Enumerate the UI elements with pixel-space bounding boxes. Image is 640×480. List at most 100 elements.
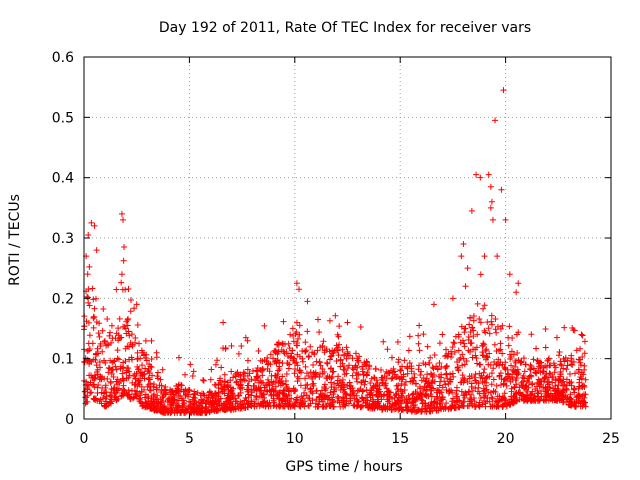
data-point bbox=[248, 403, 255, 410]
data-point bbox=[420, 331, 427, 338]
data-point bbox=[198, 404, 205, 411]
data-point bbox=[133, 301, 140, 308]
data-point bbox=[498, 186, 505, 193]
data-point bbox=[181, 388, 188, 395]
data-point bbox=[336, 323, 343, 330]
data-point bbox=[89, 285, 96, 292]
data-point bbox=[334, 397, 341, 404]
data-point bbox=[177, 408, 184, 415]
data-point bbox=[353, 403, 360, 410]
data-point bbox=[135, 378, 142, 385]
data-point bbox=[568, 379, 575, 386]
data-point bbox=[553, 387, 560, 394]
data-point bbox=[577, 359, 584, 366]
data-point bbox=[465, 334, 472, 341]
data-point bbox=[115, 356, 122, 363]
data-point bbox=[510, 394, 517, 401]
data-point bbox=[108, 339, 115, 346]
data-point bbox=[386, 370, 393, 377]
data-point bbox=[333, 346, 340, 353]
data-point bbox=[515, 357, 522, 364]
data-point bbox=[343, 344, 350, 351]
data-point bbox=[427, 354, 434, 361]
data-point bbox=[361, 381, 368, 388]
data-point bbox=[237, 371, 244, 378]
data-point bbox=[115, 332, 122, 339]
data-point bbox=[466, 321, 473, 328]
data-point bbox=[415, 366, 422, 373]
data-point bbox=[224, 382, 231, 389]
data-point bbox=[575, 367, 582, 374]
data-point bbox=[576, 397, 583, 404]
data-point bbox=[352, 350, 359, 357]
data-point bbox=[294, 378, 301, 385]
data-point bbox=[303, 370, 310, 377]
data-point bbox=[539, 368, 546, 375]
data-point bbox=[413, 380, 420, 387]
data-point bbox=[504, 375, 511, 382]
data-point bbox=[230, 395, 237, 402]
data-point bbox=[582, 376, 589, 383]
data-point bbox=[483, 354, 490, 361]
data-point bbox=[290, 385, 297, 392]
data-point bbox=[169, 388, 176, 395]
data-point bbox=[395, 388, 402, 395]
data-point bbox=[186, 403, 193, 410]
data-point bbox=[393, 382, 400, 389]
data-point bbox=[467, 314, 474, 321]
data-point bbox=[347, 385, 354, 392]
data-point bbox=[274, 350, 281, 357]
data-point bbox=[125, 365, 132, 372]
data-point bbox=[84, 392, 91, 399]
data-point bbox=[242, 334, 249, 341]
data-point bbox=[244, 382, 251, 389]
data-point bbox=[458, 253, 465, 260]
data-point bbox=[101, 338, 108, 345]
data-point bbox=[322, 403, 329, 410]
data-point bbox=[443, 346, 450, 353]
data-point bbox=[416, 322, 423, 329]
data-point bbox=[207, 376, 214, 383]
data-point bbox=[462, 389, 469, 396]
data-point bbox=[148, 400, 155, 407]
data-point bbox=[274, 341, 281, 348]
data-point bbox=[401, 382, 408, 389]
data-point bbox=[229, 374, 236, 381]
data-point bbox=[118, 279, 125, 286]
data-point bbox=[430, 301, 437, 308]
data-point bbox=[303, 347, 310, 354]
data-point bbox=[540, 368, 547, 375]
data-point bbox=[433, 389, 440, 396]
data-point bbox=[417, 385, 424, 392]
data-point bbox=[305, 353, 312, 360]
data-point bbox=[408, 407, 415, 414]
data-point bbox=[484, 319, 491, 326]
data-point bbox=[263, 387, 270, 394]
data-point bbox=[85, 294, 92, 301]
data-point bbox=[494, 323, 501, 330]
data-point bbox=[289, 325, 296, 332]
data-point bbox=[428, 379, 435, 386]
data-point bbox=[212, 361, 219, 368]
data-point bbox=[534, 389, 541, 396]
data-point bbox=[258, 401, 265, 408]
data-point bbox=[287, 354, 294, 361]
data-point bbox=[321, 383, 328, 390]
data-point bbox=[406, 333, 413, 340]
data-point bbox=[134, 356, 141, 363]
data-point bbox=[380, 338, 387, 345]
data-point bbox=[311, 351, 318, 358]
data-point bbox=[151, 391, 158, 398]
data-point bbox=[256, 387, 263, 394]
data-point bbox=[324, 400, 331, 407]
data-point bbox=[227, 386, 234, 393]
data-point bbox=[530, 396, 537, 403]
data-point bbox=[492, 315, 499, 322]
data-point bbox=[501, 395, 508, 402]
data-point bbox=[578, 369, 585, 376]
data-point bbox=[338, 382, 345, 389]
data-point bbox=[302, 363, 309, 370]
data-point bbox=[367, 380, 374, 387]
data-point bbox=[369, 392, 376, 399]
y-tick-label: 0.2 bbox=[52, 291, 74, 307]
